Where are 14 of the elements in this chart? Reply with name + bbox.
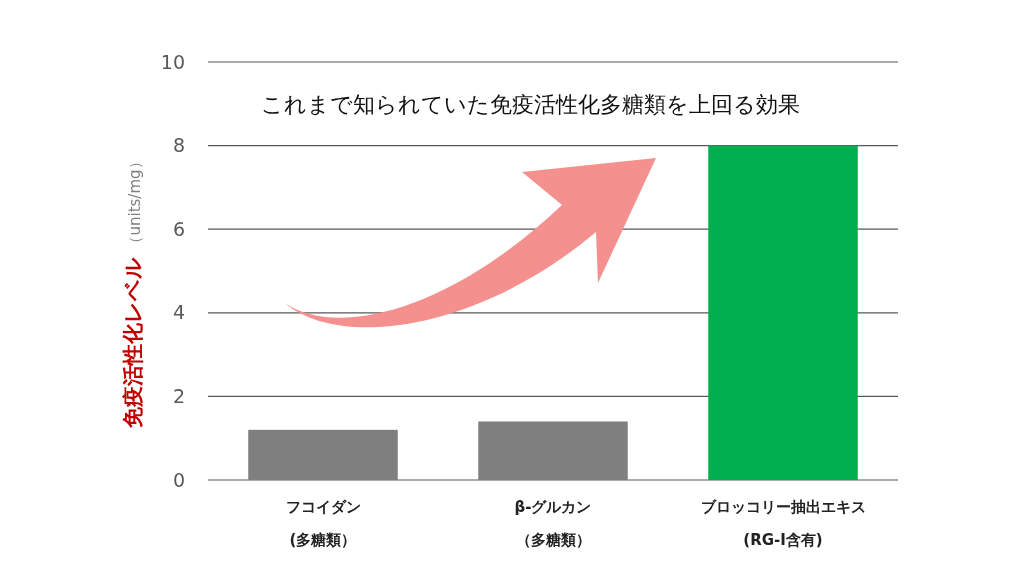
- y-axis-title: 免疫活性化レベル（units/mg）: [121, 154, 145, 429]
- annotation: これまで知られていた免疫活性化多糖類を上回る効果: [260, 92, 800, 117]
- x-tick-label: フコイダン(多糖類）: [285, 498, 361, 549]
- bar: [478, 421, 628, 480]
- y-tick-label: 10: [160, 50, 185, 73]
- y-tick-label: 0: [172, 468, 185, 491]
- bar: [708, 145, 858, 480]
- x-tick-label: β-グルカン（多糖類）: [514, 498, 592, 549]
- y-tick-label: 6: [172, 217, 185, 240]
- y-tick-label: 4: [172, 301, 185, 324]
- y-tick-label: 8: [172, 134, 185, 157]
- y-tick-label: 2: [172, 385, 185, 408]
- bar: [248, 429, 398, 480]
- x-tick-label: ブロッコリー抽出エキス(RG-I含有): [700, 498, 866, 549]
